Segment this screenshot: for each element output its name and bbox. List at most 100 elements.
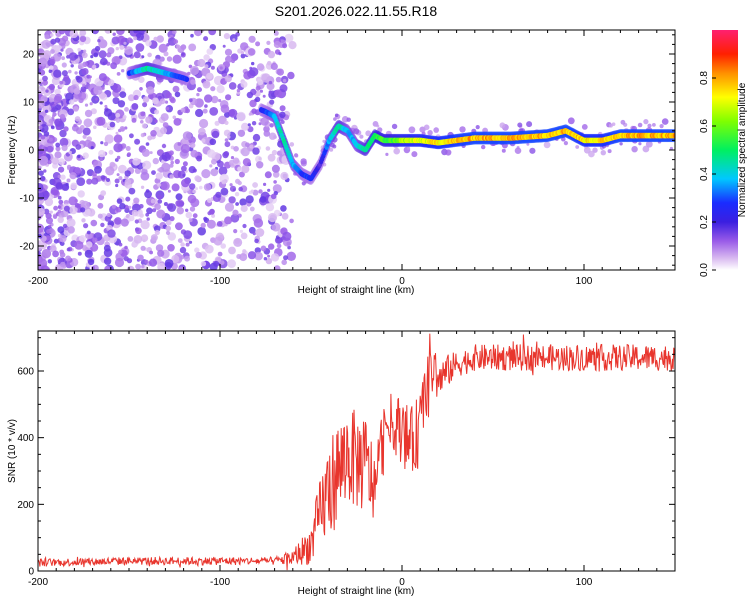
- noise-speckle: [59, 80, 64, 85]
- noise-speckle: [59, 137, 69, 147]
- noise-speckle: [329, 147, 334, 152]
- noise-speckle: [210, 168, 219, 177]
- noise-speckle: [433, 127, 440, 133]
- noise-speckle: [223, 33, 230, 40]
- noise-speckle: [241, 122, 249, 131]
- noise-speckle: [103, 257, 112, 265]
- noise-speckle: [219, 66, 223, 70]
- noise-speckle: [91, 177, 99, 185]
- noise-speckle: [108, 149, 114, 155]
- noise-speckle: [169, 216, 175, 222]
- noise-speckle: [133, 30, 139, 34]
- noise-speckle: [126, 152, 132, 157]
- noise-speckle: [206, 219, 216, 229]
- noise-speckle: [53, 69, 62, 78]
- noise-speckle: [133, 94, 139, 101]
- noise-speckle: [66, 218, 76, 228]
- noise-speckle: [79, 35, 87, 43]
- spectrogram-xtick-label: -100: [210, 276, 230, 287]
- noise-speckle: [107, 229, 116, 238]
- noise-speckle: [43, 131, 50, 137]
- noise-speckle: [77, 63, 84, 70]
- noise-speckle: [38, 240, 43, 248]
- colorbar-axis: 0.0 0.2 0.4 0.6 0.8: [699, 71, 716, 277]
- noise-speckle: [49, 58, 56, 65]
- noise-speckle: [90, 219, 98, 227]
- noise-speckle: [74, 116, 81, 122]
- snr-ylabel: SNR (10 * v/v): [7, 419, 18, 483]
- noise-speckle: [145, 142, 150, 146]
- noise-speckle: [659, 124, 664, 129]
- noise-speckle: [131, 209, 139, 217]
- snr-ytick-label: 400: [17, 433, 34, 444]
- noise-speckle: [288, 41, 297, 50]
- noise-speckle: [66, 178, 71, 183]
- noise-speckle: [185, 211, 193, 219]
- noise-speckle: [224, 138, 229, 142]
- noise-speckle: [289, 218, 294, 224]
- noise-speckle: [229, 183, 233, 187]
- noise-speckle: [77, 190, 85, 198]
- noise-speckle: [90, 108, 97, 115]
- noise-speckle: [144, 259, 149, 264]
- noise-speckle: [177, 238, 183, 244]
- noise-speckle: [273, 180, 277, 184]
- noise-speckle: [661, 118, 669, 125]
- noise-speckle: [267, 188, 271, 192]
- spectrogram-xtick-label: -200: [28, 276, 48, 287]
- noise-speckle: [141, 264, 145, 269]
- noise-speckle: [38, 170, 44, 176]
- spectrogram-ytick-label: 20: [23, 50, 35, 61]
- figure-title: S201.2026.022.11.55.R18: [275, 3, 438, 19]
- noise-speckle: [228, 82, 237, 90]
- noise-speckle: [252, 232, 256, 236]
- noise-speckle: [206, 72, 213, 80]
- noise-speckle: [268, 80, 273, 85]
- noise-speckle: [204, 104, 208, 108]
- noise-speckle: [165, 92, 172, 99]
- noise-speckle: [263, 182, 267, 186]
- noise-speckle: [199, 185, 203, 190]
- noise-speckle: [245, 142, 250, 148]
- noise-speckle: [38, 223, 45, 233]
- noise-speckle: [232, 188, 236, 192]
- noise-speckle: [160, 181, 170, 191]
- noise-speckle: [82, 127, 91, 136]
- noise-speckle: [180, 242, 185, 247]
- noise-speckle: [301, 181, 306, 186]
- noise-speckle: [155, 172, 163, 180]
- noise-speckle: [57, 216, 64, 223]
- noise-speckle: [73, 106, 79, 112]
- noise-speckle: [100, 222, 105, 228]
- noise-speckle: [126, 258, 133, 264]
- noise-speckle: [60, 48, 64, 52]
- noise-speckle: [197, 58, 206, 68]
- noise-speckle: [183, 230, 193, 240]
- noise-speckle: [188, 98, 193, 103]
- noise-speckle: [106, 212, 111, 218]
- noise-speckle: [128, 205, 132, 209]
- noise-speckle: [219, 260, 225, 265]
- noise-speckle: [202, 108, 208, 114]
- noise-speckle: [204, 64, 209, 69]
- noise-speckle: [82, 152, 89, 159]
- noise-speckle: [248, 112, 252, 116]
- noise-speckle: [171, 254, 180, 263]
- noise-speckle: [286, 251, 296, 261]
- noise-speckle: [189, 183, 196, 190]
- colorbar-tick-label: 0.2: [699, 215, 710, 229]
- noise-speckle: [238, 186, 243, 192]
- snr-xtick-label: 100: [576, 577, 593, 588]
- noise-speckle: [172, 30, 177, 35]
- noise-speckle: [40, 175, 46, 182]
- noise-speckle: [103, 141, 109, 147]
- noise-speckle: [287, 71, 295, 80]
- noise-speckle: [46, 217, 53, 225]
- noise-speckle: [174, 158, 180, 165]
- noise-speckle: [104, 215, 112, 222]
- noise-speckle: [74, 54, 79, 59]
- noise-speckle: [129, 133, 134, 139]
- noise-speckle: [267, 50, 276, 59]
- noise-speckle: [77, 154, 81, 159]
